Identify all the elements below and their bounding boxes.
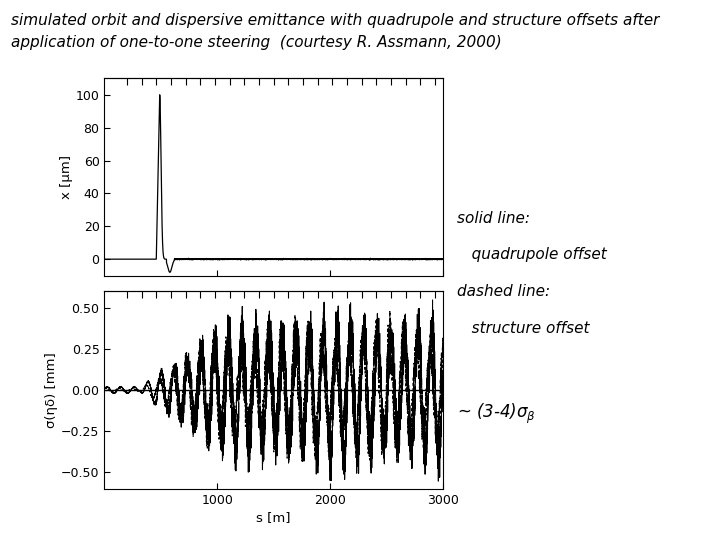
Text: structure offset: structure offset (457, 321, 590, 336)
Y-axis label: σ(ηδ) [mm]: σ(ηδ) [mm] (45, 352, 58, 428)
Text: simulated orbit and dispersive emittance with quadrupole and structure offsets a: simulated orbit and dispersive emittance… (11, 14, 660, 29)
Text: solid line:: solid line: (457, 211, 530, 226)
Text: ~ (3-4)$\sigma_\beta$: ~ (3-4)$\sigma_\beta$ (457, 402, 536, 426)
X-axis label: s [m]: s [m] (256, 511, 291, 524)
Y-axis label: x [μm]: x [μm] (60, 155, 73, 199)
Text: quadrupole offset: quadrupole offset (457, 247, 607, 262)
Text: dashed line:: dashed line: (457, 284, 550, 299)
Text: application of one-to-one steering  (courtesy R. Assmann, 2000): application of one-to-one steering (cour… (11, 35, 502, 50)
